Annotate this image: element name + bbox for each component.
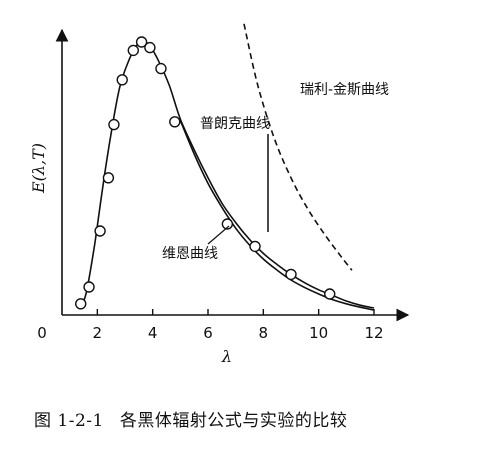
experimental-point bbox=[155, 62, 167, 75]
x-ticks: 0 2 4 6 8 10 12 bbox=[37, 309, 384, 342]
wien-curve-label: 维恩曲线 bbox=[162, 246, 218, 262]
caption-text: 各黑体辐射公式与实验的比较 bbox=[119, 411, 348, 431]
experimental-point bbox=[169, 116, 181, 128]
axes bbox=[55, 28, 410, 322]
y-axis-label: E(λ,T) bbox=[29, 143, 48, 194]
data-points bbox=[75, 36, 336, 310]
x-tick-label: 8 bbox=[259, 324, 269, 342]
x-tick-label: 4 bbox=[148, 324, 158, 342]
experimental-point bbox=[75, 298, 87, 310]
experimental-point bbox=[94, 225, 106, 237]
wien-curve bbox=[179, 120, 375, 311]
x-tick-label: 2 bbox=[93, 324, 103, 342]
x-tick-label: 10 bbox=[309, 324, 328, 342]
experimental-point bbox=[144, 41, 156, 54]
rayleigh-jeans-curve-label: 瑞利-金斯曲线 bbox=[300, 82, 389, 98]
x-tick-label: 0 bbox=[37, 324, 47, 342]
experimental-point bbox=[102, 172, 115, 184]
x-tick-label: 12 bbox=[364, 324, 383, 342]
experimental-point bbox=[116, 74, 128, 86]
experimental-point bbox=[127, 44, 140, 57]
series-layer bbox=[79, 23, 375, 311]
planck-curve bbox=[79, 41, 375, 309]
annotations: E(λ,T) λ 普朗克曲线 维恩曲线 瑞利-金斯曲线 bbox=[29, 82, 389, 366]
wien-label-leader bbox=[207, 225, 230, 245]
experimental-point bbox=[285, 268, 297, 281]
experimental-point bbox=[83, 281, 95, 293]
planck-curve-label: 普朗克曲线 bbox=[200, 116, 270, 132]
experimental-point bbox=[249, 240, 261, 253]
experimental-point bbox=[221, 218, 234, 230]
experimental-point bbox=[324, 288, 336, 300]
experimental-point bbox=[135, 36, 148, 48]
figure-number: 图 1-2-1 bbox=[34, 411, 104, 431]
experimental-point bbox=[108, 118, 120, 131]
x-tick-label: 6 bbox=[203, 324, 213, 342]
figure-caption: 图 1-2-1 各黑体辐射公式与实验的比较 bbox=[34, 406, 347, 431]
x-axis-label: λ bbox=[221, 347, 232, 366]
rayleigh-jeans-curve bbox=[243, 23, 353, 271]
blackbody-radiation-chart: 0 2 4 6 8 10 12 E(λ,T) λ 普朗克曲线 维恩曲线 瑞利-金斯曲线 bbox=[29, 23, 410, 366]
